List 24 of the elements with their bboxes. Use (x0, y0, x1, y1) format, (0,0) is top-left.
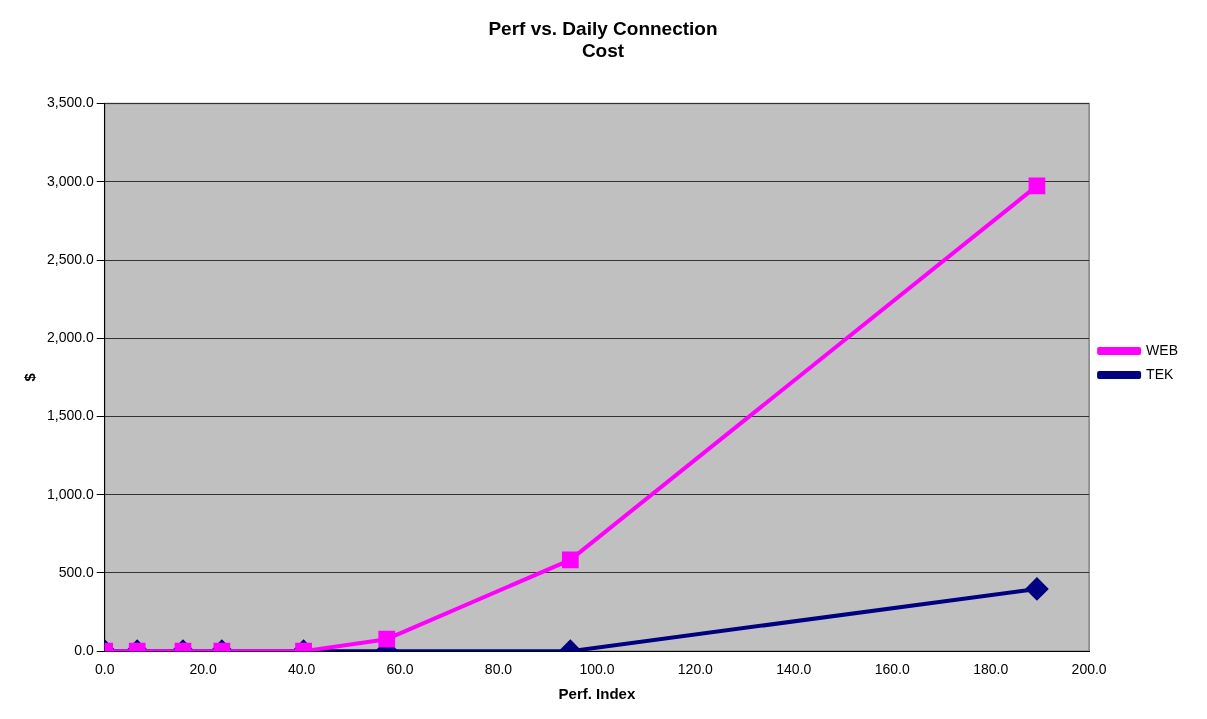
x-tick-label: 200.0 (1071, 661, 1107, 678)
y-tick-label: 1,500.0 (46, 407, 94, 424)
y-tick-label: 3,500.0 (46, 94, 94, 111)
x-axis-title: Perf. Index (558, 685, 636, 703)
x-tick-label: 80.0 (484, 661, 513, 678)
y-tick-label: 500.0 (58, 563, 94, 580)
x-tick-label: 140.0 (776, 661, 812, 678)
legend-label: WEB (1146, 341, 1178, 358)
y-axis-title: $ (21, 372, 39, 382)
x-tick-label: 0.0 (94, 661, 115, 678)
x-tick-label: 40.0 (287, 661, 316, 678)
x-tick-label: 120.0 (677, 661, 714, 678)
y-tick-label: 2,500.0 (46, 250, 94, 267)
x-tick-label: 100.0 (579, 661, 615, 678)
y-tick-label: 1,000.0 (46, 485, 94, 502)
y-tick-label: 0.0 (74, 642, 94, 659)
y-tick-label: 3,000.0 (46, 172, 94, 189)
x-tick-label: 60.0 (386, 661, 414, 678)
legend-label: TEK (1146, 365, 1174, 382)
x-tick-label: 160.0 (874, 661, 910, 678)
x-tick-label: 180.0 (973, 661, 1009, 678)
chart-title: Perf vs. Daily Connection Cost (488, 17, 718, 62)
x-tick-label: 20.0 (189, 661, 217, 678)
y-tick-label: 2,000.0 (46, 329, 94, 346)
